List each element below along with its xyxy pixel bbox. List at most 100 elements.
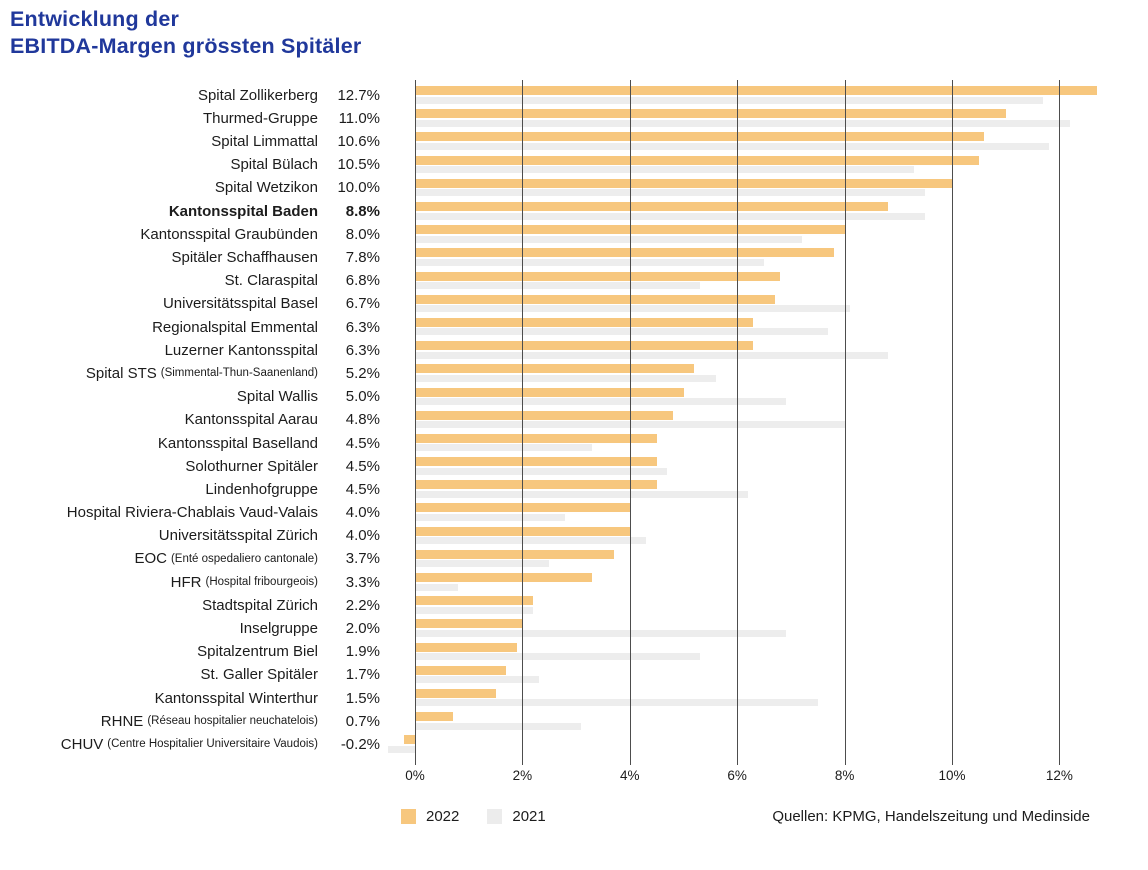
chart-row: Universitätsspital Basel 6.7%: [0, 292, 1148, 315]
row-plot-area: [380, 455, 1148, 478]
row-plot-area: [380, 733, 1148, 756]
row-plot-area: [380, 153, 1148, 176]
axis-tick: [522, 756, 524, 766]
chart-row: CHUV (Centre Hospitalier Universitaire Va…: [0, 733, 1148, 756]
hospital-label: Lindenhofgruppe: [205, 480, 318, 498]
hospital-value: 0.7%: [345, 712, 380, 730]
chart-row: Spital Limmattal 10.6%: [0, 130, 1148, 153]
hospital-sublabel: (Réseau hospitalier neuchatelois): [147, 715, 318, 728]
row-plot-area: [380, 176, 1148, 199]
chart-row: Thurmed-Gruppe 11.0%: [0, 107, 1148, 130]
legend-label-2022: 2022: [426, 808, 460, 826]
bar-2022: [415, 86, 1097, 96]
hospital-value: -0.2%: [340, 735, 380, 753]
axis-tick-label: 0%: [405, 768, 425, 784]
hospital-value: 4.5%: [345, 480, 380, 498]
bar-2022: [415, 433, 657, 443]
row-plot-area: [380, 130, 1148, 153]
bar-2021: [415, 467, 668, 475]
hospital-sublabel: (Hospital fribourgeois): [205, 576, 319, 589]
hospital-label: HFR: [170, 573, 202, 591]
bar-2021: [415, 189, 926, 197]
hospital-label: Spital Wetzikon: [214, 179, 318, 197]
row-plot-area: [380, 200, 1148, 223]
chart-row: Spital Wetzikon 10.0%: [0, 176, 1148, 199]
row-plot-area: [380, 339, 1148, 362]
bar-2021: [415, 142, 1049, 150]
bar-2022: [415, 712, 453, 722]
hospital-label: Spitalzentrum Biel: [197, 643, 318, 661]
hospital-label: Universitätsspital Zürich: [158, 527, 318, 545]
bar-2021: [415, 676, 539, 684]
chart-row: Luzerner Kantonsspital 6.3%: [0, 339, 1148, 362]
bar-2021: [415, 351, 888, 359]
row-plot-area: [380, 315, 1148, 338]
chart-row: RHNE (Réseau hospitalier neuchatelois) 0.7…: [0, 710, 1148, 733]
chart-row: Stadtspital Zürich 2.2%: [0, 594, 1148, 617]
chart-row: Spital Zollikerberg 12.7%: [0, 84, 1148, 107]
chart-row: Solothurner Spitäler 4.5%: [0, 455, 1148, 478]
hospital-value: 1.5%: [345, 689, 380, 707]
bar-2021: [415, 421, 845, 429]
chart-title-line1: Entwicklung der: [10, 7, 180, 31]
bar-2021: [415, 583, 458, 591]
chart-row: Kantonsspital Baselland 4.5%: [0, 431, 1148, 454]
hospital-sublabel: (Enté ospedaliero cantonale): [170, 552, 318, 565]
axis-tick: [844, 756, 846, 766]
bar-2021: [415, 629, 786, 637]
axis-tick: [629, 756, 631, 766]
row-plot-area: [380, 617, 1148, 640]
chart-row: Spital Bülach 10.5%: [0, 153, 1148, 176]
hospital-label: Kantonsspital Aarau: [184, 411, 318, 429]
bar-2022: [415, 457, 657, 467]
row-plot-area: [380, 246, 1148, 269]
hospital-label: Kantonsspital Winterthur: [154, 689, 318, 707]
bar-2021: [415, 282, 700, 290]
bar-2022: [415, 178, 952, 188]
bar-2022: [415, 202, 888, 212]
hospital-label: Kantonsspital Graubünden: [140, 225, 318, 243]
hospital-label: Spital Limmattal: [211, 133, 318, 151]
chart-row: Universitätsspital Zürich 4.0%: [0, 524, 1148, 547]
bar-2022: [404, 735, 415, 745]
hospital-value: 11.0%: [338, 109, 380, 127]
hospital-value: 5.0%: [345, 388, 380, 406]
hospital-value: 6.8%: [345, 272, 380, 290]
legend-label-2021: 2021: [512, 808, 546, 826]
bar-2022: [415, 271, 781, 281]
bar-chart: Spital Zollikerberg 12.7% Thurmed-Gruppe 11…: [0, 79, 1148, 786]
hospital-value: 4.0%: [345, 527, 380, 545]
hospital-value: 3.3%: [345, 573, 380, 591]
chart-row: Regionalspital Emmental 6.3%: [0, 315, 1148, 338]
bar-2022: [415, 155, 979, 165]
row-plot-area: [380, 594, 1148, 617]
chart-row: EOC (Enté ospedaliero cantonale) 3.7%: [0, 547, 1148, 570]
bar-2022: [415, 549, 614, 559]
chart-row: HFR (Hospital fribourgeois) 3.3%: [0, 571, 1148, 594]
hospital-value: 12.7%: [337, 86, 380, 104]
row-plot-area: [380, 640, 1148, 663]
hospital-value: 10.5%: [337, 156, 380, 174]
hospital-label: Spitäler Schaffhausen: [171, 249, 319, 266]
chart-row: Spitalzentrum Biel 1.9%: [0, 640, 1148, 663]
row-plot-area: [380, 431, 1148, 454]
hospital-value: 4.5%: [345, 457, 380, 475]
bar-2022: [415, 248, 834, 258]
chart-row: Hospital Riviera-Chablais Vaud-Valais 4.0…: [0, 501, 1148, 524]
hospital-label: EOC: [134, 550, 167, 568]
hospital-value: 2.2%: [345, 596, 380, 614]
bar-2022: [415, 294, 775, 304]
hospital-label: Universitätsspital Basel: [162, 295, 318, 313]
row-plot-area: [380, 269, 1148, 292]
row-plot-area: [380, 571, 1148, 594]
bar-2022: [415, 410, 673, 420]
row-plot-area: [380, 686, 1148, 709]
hospital-label: CHUV: [60, 735, 104, 753]
bar-2021: [415, 166, 915, 174]
chart-row: Inselgruppe 2.0%: [0, 617, 1148, 640]
bar-2021: [388, 745, 415, 753]
hospital-value: 4.0%: [345, 504, 380, 522]
bar-2021: [415, 328, 829, 336]
hospital-value: 6.3%: [345, 341, 380, 359]
axis-tick-label: 2%: [512, 768, 533, 784]
